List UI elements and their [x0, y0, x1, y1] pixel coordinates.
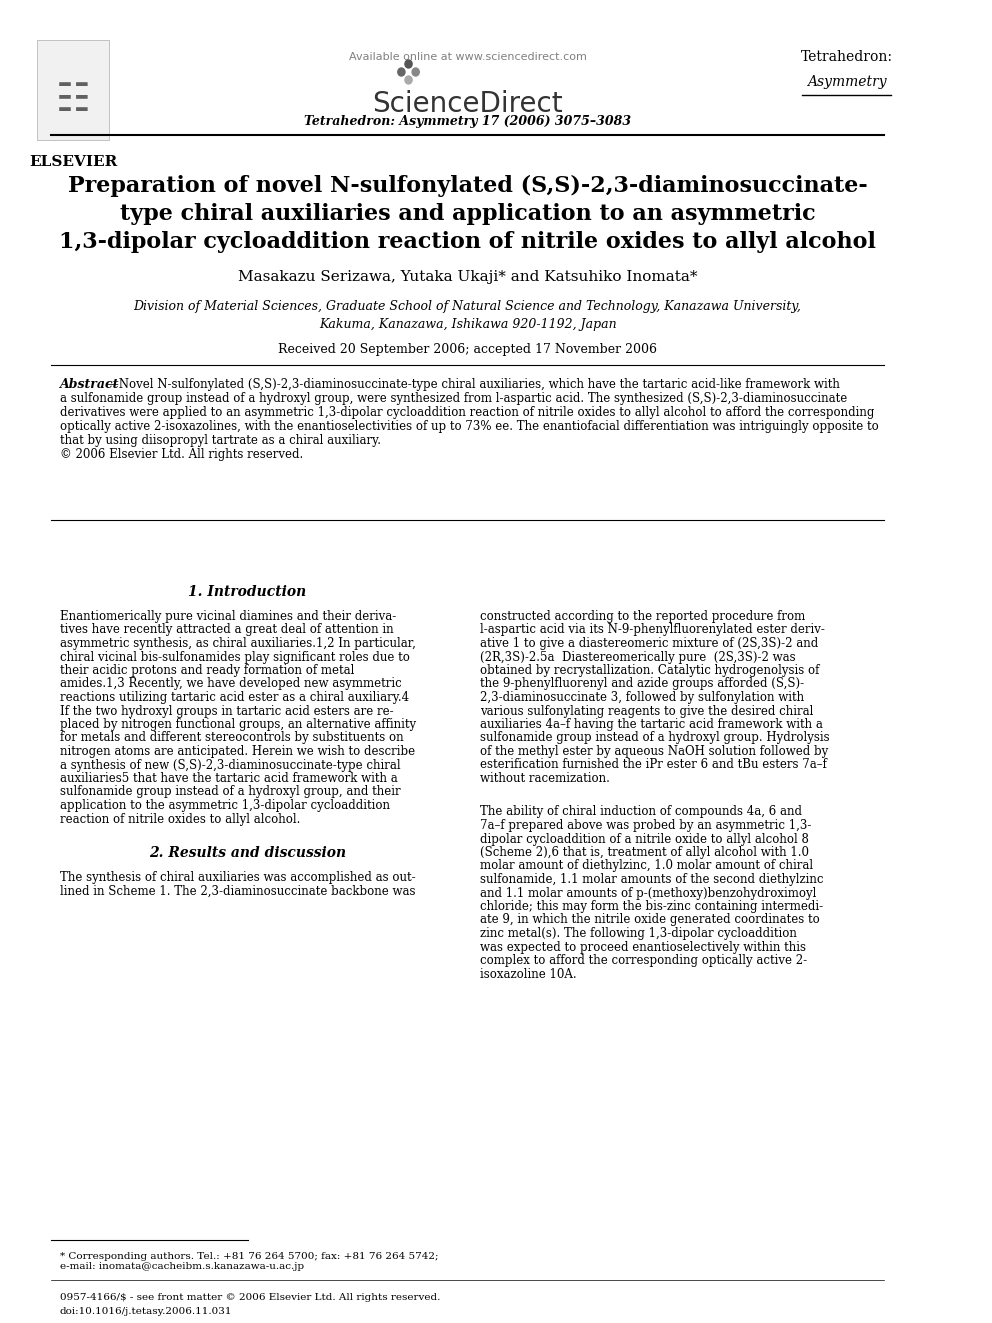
Text: and 1.1 molar amounts of p-(methoxy)benzohydroximoyl: and 1.1 molar amounts of p-(methoxy)benz… [480, 886, 816, 900]
Text: tives have recently attracted a great deal of attention in: tives have recently attracted a great de… [60, 623, 394, 636]
Text: 2,3-diaminosuccinate 3, followed by sulfonylation with: 2,3-diaminosuccinate 3, followed by sulf… [480, 691, 805, 704]
Text: complex to afford the corresponding optically active 2-: complex to afford the corresponding opti… [480, 954, 807, 967]
Text: placed by nitrogen functional groups, an alternative affinity: placed by nitrogen functional groups, an… [60, 718, 416, 732]
Text: for metals and different stereocontrols by substituents on: for metals and different stereocontrols … [60, 732, 404, 745]
Text: ate 9, in which the nitrile oxide generated coordinates to: ate 9, in which the nitrile oxide genera… [480, 913, 819, 926]
Text: optically active 2-isoxazolines, with the enantioselectivities of up to 73% ee. : optically active 2-isoxazolines, with th… [60, 419, 879, 433]
Text: l-aspartic acid via its N-9-phenylfluorenylated ester deriv-: l-aspartic acid via its N-9-phenylfluore… [480, 623, 825, 636]
Text: Tetrahedron: Asymmetry 17 (2006) 3075–3083: Tetrahedron: Asymmetry 17 (2006) 3075–30… [304, 115, 631, 128]
Text: zinc metal(s). The following 1,3-dipolar cycloaddition: zinc metal(s). The following 1,3-dipolar… [480, 927, 797, 941]
Text: 7a–f prepared above was probed by an asymmetric 1,3-: 7a–f prepared above was probed by an asy… [480, 819, 811, 832]
Text: reactions utilizing tartaric acid ester as a chiral auxiliary.4: reactions utilizing tartaric acid ester … [60, 691, 409, 704]
Circle shape [412, 67, 420, 75]
Text: Enantiomerically pure vicinal diamines and their deriva-: Enantiomerically pure vicinal diamines a… [60, 610, 396, 623]
Text: molar amount of diethylzinc, 1.0 molar amount of chiral: molar amount of diethylzinc, 1.0 molar a… [480, 860, 813, 872]
Text: ELSEVIER: ELSEVIER [29, 155, 117, 169]
Text: nitrogen atoms are anticipated. Herein we wish to describe: nitrogen atoms are anticipated. Herein w… [60, 745, 415, 758]
Text: without racemization.: without racemization. [480, 773, 610, 785]
Text: 1. Introduction: 1. Introduction [188, 585, 307, 599]
Text: amides.1,3 Recently, we have developed new asymmetric: amides.1,3 Recently, we have developed n… [60, 677, 402, 691]
Text: Preparation of novel N-sulfonylated (S,S)-2,3-diaminosuccinate-: Preparation of novel N-sulfonylated (S,S… [67, 175, 867, 197]
Text: reaction of nitrile oxides to allyl alcohol.: reaction of nitrile oxides to allyl alco… [60, 812, 301, 826]
Text: sulfonamide group instead of a hydroxyl group, and their: sulfonamide group instead of a hydroxyl … [60, 786, 401, 799]
Text: asymmetric synthesis, as chiral auxiliaries.1,2 In particular,: asymmetric synthesis, as chiral auxiliar… [60, 636, 416, 650]
Text: auxiliaries 4a–f having the tartaric acid framework with a: auxiliaries 4a–f having the tartaric aci… [480, 718, 823, 732]
Circle shape [398, 67, 405, 75]
Text: auxiliaries5 that have the tartaric acid framework with a: auxiliaries5 that have the tartaric acid… [60, 773, 398, 785]
Text: Asymmetry: Asymmetry [806, 75, 887, 89]
Text: (Scheme 2),6 that is, treatment of allyl alcohol with 1.0: (Scheme 2),6 that is, treatment of allyl… [480, 845, 809, 859]
Text: was expected to proceed enantioselectively within this: was expected to proceed enantioselective… [480, 941, 806, 954]
Text: their acidic protons and ready formation of metal: their acidic protons and ready formation… [60, 664, 354, 677]
Text: The ability of chiral induction of compounds 4a, 6 and: The ability of chiral induction of compo… [480, 806, 803, 819]
Text: ScienceDirect: ScienceDirect [372, 90, 562, 118]
Text: Masakazu Serizawa, Yutaka Ukaji* and Katsuhiko Inomata*: Masakazu Serizawa, Yutaka Ukaji* and Kat… [238, 270, 697, 284]
Text: Kakuma, Kanazawa, Ishikawa 920-1192, Japan: Kakuma, Kanazawa, Ishikawa 920-1192, Jap… [318, 318, 616, 331]
Text: Available online at www.sciencedirect.com: Available online at www.sciencedirect.co… [348, 52, 586, 62]
Text: If the two hydroxyl groups in tartaric acid esters are re-: If the two hydroxyl groups in tartaric a… [60, 705, 394, 717]
Text: application to the asymmetric 1,3-dipolar cycloaddition: application to the asymmetric 1,3-dipola… [60, 799, 390, 812]
Bar [38, 40, 109, 140]
Text: Tetrahedron:: Tetrahedron: [801, 50, 893, 64]
Text: sulfonamide, 1.1 molar amounts of the second diethylzinc: sulfonamide, 1.1 molar amounts of the se… [480, 873, 823, 886]
Text: a sulfonamide group instead of a hydroxyl group, were synthesized from l-asparti: a sulfonamide group instead of a hydroxy… [60, 392, 847, 405]
Text: ☷: ☷ [56, 81, 90, 119]
Text: Received 20 September 2006; accepted 17 November 2006: Received 20 September 2006; accepted 17 … [278, 343, 657, 356]
Text: isoxazoline 10A.: isoxazoline 10A. [480, 967, 576, 980]
Text: * Corresponding authors. Tel.: +81 76 264 5700; fax: +81 76 264 5742;
e-mail: in: * Corresponding authors. Tel.: +81 76 26… [60, 1252, 438, 1271]
Text: 1,3-dipolar cycloaddition reaction of nitrile oxides to allyl alcohol: 1,3-dipolar cycloaddition reaction of ni… [60, 232, 876, 253]
Text: a synthesis of new (S,S)-2,3-diaminosuccinate-type chiral: a synthesis of new (S,S)-2,3-diaminosucc… [60, 758, 401, 771]
Text: —Novel N-sulfonylated (S,S)-2,3-diaminosuccinate-type chiral auxiliaries, which : —Novel N-sulfonylated (S,S)-2,3-diaminos… [107, 378, 840, 392]
Text: The synthesis of chiral auxiliaries was accomplished as out-: The synthesis of chiral auxiliaries was … [60, 871, 416, 884]
Text: chiral vicinal bis-sulfonamides play significant roles due to: chiral vicinal bis-sulfonamides play sig… [60, 651, 410, 664]
Text: the 9-phenylfluorenyl and azide groups afforded (S,S)-: the 9-phenylfluorenyl and azide groups a… [480, 677, 805, 691]
Text: chloride; this may form the bis-zinc containing intermedi-: chloride; this may form the bis-zinc con… [480, 900, 823, 913]
Text: lined in Scheme 1. The 2,3-diaminosuccinate backbone was: lined in Scheme 1. The 2,3-diaminosuccin… [60, 885, 416, 897]
Text: type chiral auxiliaries and application to an asymmetric: type chiral auxiliaries and application … [120, 202, 815, 225]
Text: 0957-4166/$ - see front matter © 2006 Elsevier Ltd. All rights reserved.: 0957-4166/$ - see front matter © 2006 El… [60, 1293, 440, 1302]
Text: (2R,3S)-2.5a  Diastereomerically pure  (2S,3S)-2 was: (2R,3S)-2.5a Diastereomerically pure (2S… [480, 651, 796, 664]
Text: sulfonamide group instead of a hydroxyl group. Hydrolysis: sulfonamide group instead of a hydroxyl … [480, 732, 829, 745]
Text: ative 1 to give a diastereomeric mixture of (2S,3S)-2 and: ative 1 to give a diastereomeric mixture… [480, 636, 818, 650]
Text: Division of Material Sciences, Graduate School of Natural Science and Technology: Division of Material Sciences, Graduate … [134, 300, 802, 314]
Circle shape [405, 60, 412, 67]
Text: doi:10.1016/j.tetasy.2006.11.031: doi:10.1016/j.tetasy.2006.11.031 [60, 1307, 232, 1316]
Text: 2. Results and discussion: 2. Results and discussion [149, 845, 346, 860]
Text: that by using diisopropyl tartrate as a chiral auxiliary.: that by using diisopropyl tartrate as a … [60, 434, 381, 447]
Circle shape [405, 75, 412, 83]
Text: dipolar cycloaddition of a nitrile oxide to allyl alcohol 8: dipolar cycloaddition of a nitrile oxide… [480, 832, 808, 845]
Text: Abstract: Abstract [60, 378, 119, 392]
Text: derivatives were applied to an asymmetric 1,3-dipolar cycloaddition reaction of : derivatives were applied to an asymmetri… [60, 406, 874, 419]
Text: of the methyl ester by aqueous NaOH solution followed by: of the methyl ester by aqueous NaOH solu… [480, 745, 828, 758]
Text: esterification furnished the iPr ester 6 and tBu esters 7a–f: esterification furnished the iPr ester 6… [480, 758, 827, 771]
Text: © 2006 Elsevier Ltd. All rights reserved.: © 2006 Elsevier Ltd. All rights reserved… [60, 448, 303, 460]
Text: various sulfonylating reagents to give the desired chiral: various sulfonylating reagents to give t… [480, 705, 813, 717]
Text: constructed according to the reported procedure from: constructed according to the reported pr… [480, 610, 806, 623]
Text: obtained by recrystallization. Catalytic hydrogenolysis of: obtained by recrystallization. Catalytic… [480, 664, 819, 677]
